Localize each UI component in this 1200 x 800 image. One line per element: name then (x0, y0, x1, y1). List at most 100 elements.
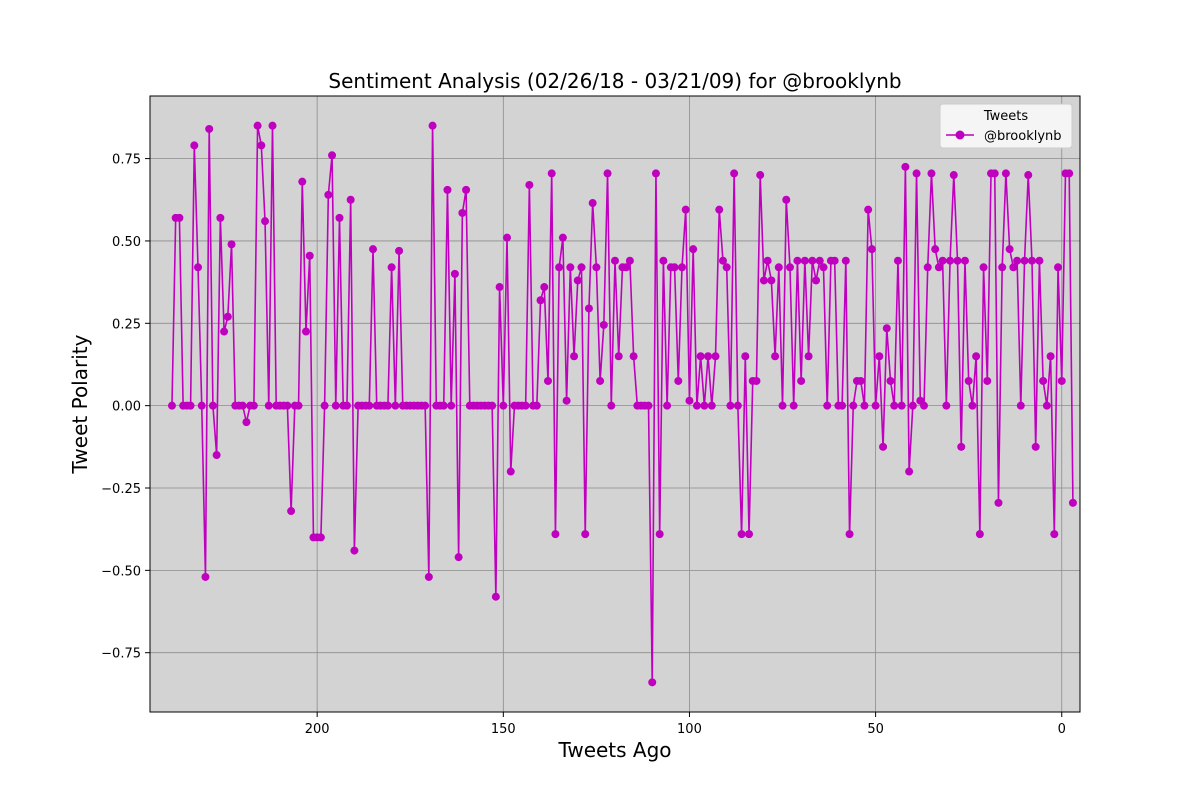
data-point (942, 401, 951, 410)
data-point (581, 530, 590, 539)
series-layer (167, 121, 1077, 687)
data-point (447, 401, 456, 410)
data-point (692, 401, 701, 410)
data-point (320, 401, 329, 410)
data-point (674, 376, 683, 385)
data-point (756, 171, 765, 180)
data-point (960, 256, 969, 265)
data-point (625, 256, 634, 265)
data-point (369, 245, 378, 254)
y-tick-label: −0.75 (101, 647, 141, 662)
data-point (964, 376, 973, 385)
data-point (506, 467, 515, 476)
data-point (972, 352, 981, 361)
data-point (257, 141, 266, 150)
y-tick-label: −0.50 (101, 564, 141, 579)
data-point (938, 256, 947, 265)
data-point (268, 121, 277, 130)
data-point (1020, 256, 1029, 265)
data-point (771, 352, 780, 361)
data-point (1013, 256, 1022, 265)
data-point (242, 418, 251, 427)
data-point (532, 401, 541, 410)
data-point (1050, 530, 1059, 539)
data-point (421, 401, 430, 410)
data-point (804, 352, 813, 361)
x-tick-label: 200 (305, 722, 330, 737)
data-point (946, 256, 955, 265)
data-point (934, 263, 943, 272)
data-point (689, 245, 698, 254)
data-point (1027, 256, 1036, 265)
data-point (584, 304, 593, 313)
data-point (316, 533, 325, 542)
data-point (543, 376, 552, 385)
data-point (1005, 245, 1014, 254)
data-point (194, 263, 203, 272)
x-tick-label: 100 (677, 722, 702, 737)
data-point (167, 401, 176, 410)
data-point (707, 401, 716, 410)
data-point (592, 263, 601, 272)
data-point (562, 396, 571, 405)
data-point (264, 401, 273, 410)
data-point (611, 256, 619, 265)
data-point (670, 263, 679, 272)
data-point (983, 376, 992, 385)
x-tick-label: 50 (867, 722, 884, 737)
data-point (979, 263, 988, 272)
data-point (1039, 376, 1048, 385)
data-point (681, 205, 690, 214)
data-point (711, 352, 720, 361)
data-point (767, 276, 776, 285)
data-point (949, 171, 958, 180)
data-point (1042, 401, 1051, 410)
data-point (923, 263, 932, 272)
data-point (867, 245, 876, 254)
y-axis-label: Tweet Polarity (68, 334, 92, 474)
data-point (838, 401, 847, 410)
data-point (499, 401, 508, 410)
data-point (1065, 169, 1074, 178)
data-point (287, 507, 296, 516)
data-point (905, 467, 914, 476)
data-point (227, 240, 236, 249)
y-axis-ticks: −0.75 −0.50 −0.25 0.00 0.25 0.50 0.75 (101, 153, 150, 662)
data-point (547, 169, 556, 178)
data-point (908, 401, 917, 410)
data-point (521, 401, 530, 410)
y-tick-label: −0.25 (101, 482, 141, 497)
data-point (365, 401, 374, 410)
data-point (614, 352, 623, 361)
data-point (1054, 263, 1063, 272)
data-point (558, 233, 567, 242)
data-point (495, 283, 504, 292)
data-point (603, 169, 612, 178)
data-point (1057, 376, 1066, 385)
data-point (212, 451, 221, 460)
data-point (1068, 498, 1077, 507)
data-point (551, 530, 560, 539)
data-point (931, 245, 940, 254)
data-point (927, 169, 936, 178)
data-point (540, 283, 549, 292)
data-point (454, 553, 463, 562)
data-point (778, 401, 787, 410)
data-point (294, 401, 303, 410)
y-tick-label: 0.75 (112, 153, 141, 168)
data-point (659, 256, 668, 265)
data-point (301, 327, 310, 336)
data-point (1035, 256, 1044, 265)
data-point (350, 546, 359, 555)
data-point (1016, 401, 1025, 410)
legend-box (939, 103, 1073, 149)
data-point (815, 256, 824, 265)
data-point (763, 256, 772, 265)
x-tick-label: 150 (491, 722, 516, 737)
data-point (819, 263, 828, 272)
data-point (812, 276, 821, 285)
data-point (730, 169, 739, 178)
x-tick-label: 0 (1058, 722, 1066, 737)
data-point (722, 263, 731, 272)
